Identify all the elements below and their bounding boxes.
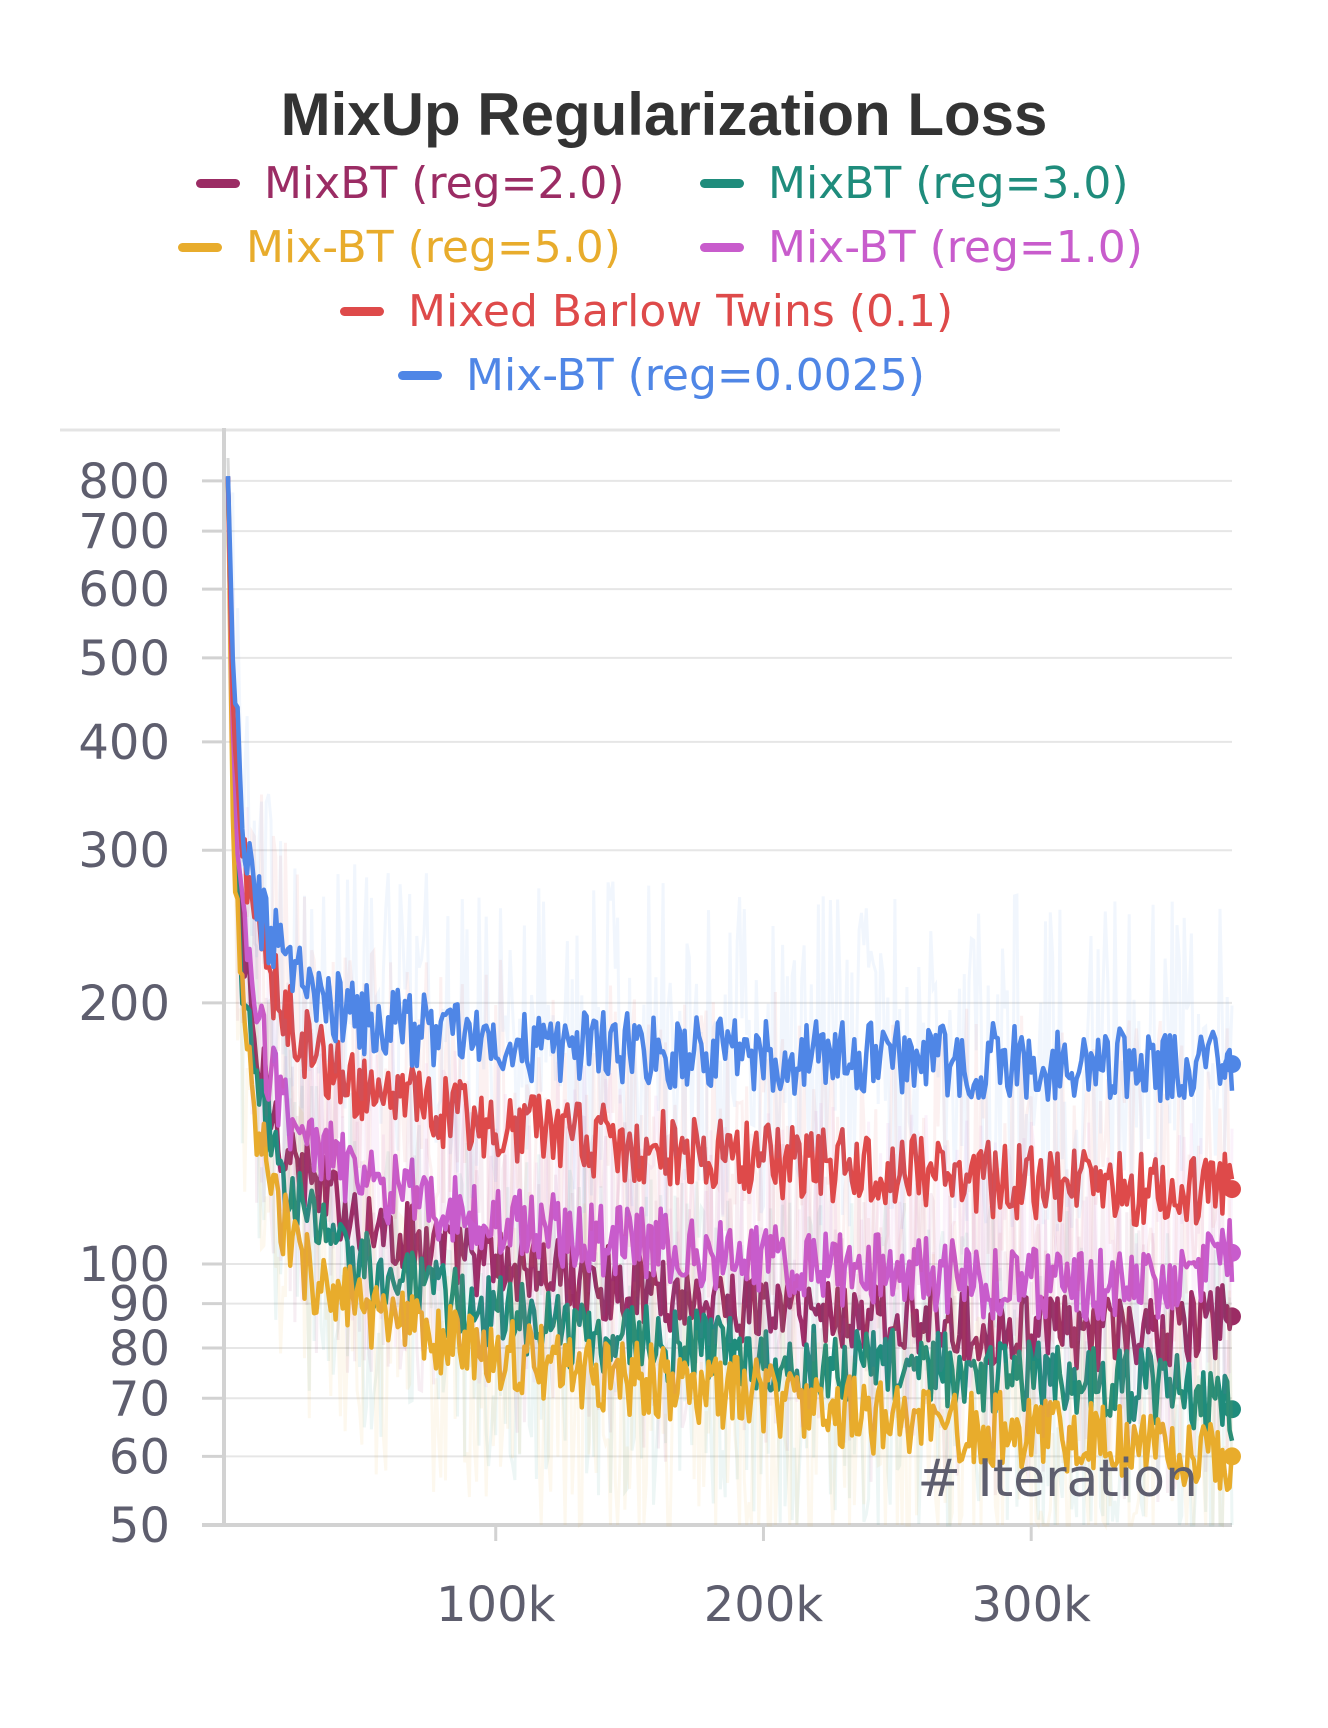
series-mixbt-reg1 [225, 477, 1241, 1449]
axes [202, 428, 1232, 1541]
y-tick-label: 700 [78, 504, 170, 560]
x-tick-label: 300k [971, 1577, 1091, 1633]
y-tick-label: 100 [78, 1237, 170, 1293]
series-raw-line [226, 590, 1234, 1345]
series-end-point[interactable] [1223, 1180, 1241, 1199]
legend-label: Mixed Barlow Twins (0.1) [408, 286, 954, 337]
legend-swatch [398, 371, 442, 380]
y-tick-label: 80 [109, 1321, 170, 1377]
legend-item-mixed-barlow-twins[interactable]: Mixed Barlow Twins (0.1) [340, 286, 953, 337]
series-raw-line [226, 457, 1234, 1232]
legend-label: Mix-BT (reg=1.0) [768, 222, 1143, 273]
series-end-point[interactable] [1223, 1447, 1241, 1466]
series-line [225, 476, 1235, 1228]
y-tick-label: 70 [109, 1371, 170, 1427]
legend-item-mixbt-reg3[interactable]: MixBT (reg=3.0) [700, 158, 1129, 209]
series-layer [225, 457, 1241, 1531]
y-tick-label: 400 [78, 715, 170, 771]
y-tick-label: 90 [109, 1277, 170, 1333]
legend-label: Mix-BT (reg=0.0025) [466, 350, 925, 401]
legend-item-mixbt-reg00025[interactable]: Mix-BT (reg=0.0025) [398, 350, 925, 401]
series-line [225, 477, 1235, 1493]
series-end-point[interactable] [1223, 1400, 1241, 1419]
legend-item-mixbt-reg1[interactable]: Mix-BT (reg=1.0) [700, 222, 1143, 273]
x-tick-label: 200k [704, 1577, 824, 1633]
legend-swatch [340, 307, 384, 316]
legend-item-mixbt-reg5[interactable]: Mix-BT (reg=5.0) [178, 222, 621, 273]
y-tick-label: 60 [109, 1429, 170, 1485]
y-tick-label: 200 [78, 976, 170, 1032]
y-tick-label: 800 [78, 454, 170, 510]
legend-item-mixbt-reg2[interactable]: MixBT (reg=2.0) [196, 158, 625, 209]
legend-swatch [196, 179, 240, 188]
legend-label: Mix-BT (reg=5.0) [246, 222, 621, 273]
legend-label: MixBT (reg=3.0) [768, 158, 1129, 209]
y-tick-label: 50 [109, 1498, 170, 1554]
legend-swatch [178, 243, 222, 252]
x-tick-label: 100k [436, 1577, 556, 1633]
legend-swatch [700, 243, 744, 252]
series-line [225, 476, 1235, 1104]
series-line [225, 478, 1235, 1442]
y-tick-label: 300 [78, 823, 170, 879]
chart-title: MixUp Regularization Loss [280, 81, 1048, 148]
series-line [225, 477, 1235, 1322]
y-tick-label: 600 [78, 562, 170, 618]
series-end-point[interactable] [1223, 1055, 1241, 1074]
series-end-point[interactable] [1223, 1307, 1241, 1326]
x-axis-label: # Iteration [917, 1449, 1198, 1509]
series-end-point[interactable] [1223, 1243, 1241, 1262]
legend-swatch [700, 179, 744, 188]
series-mixbt-reg00025 [225, 457, 1241, 1232]
series-mixed-barlow-twins [225, 476, 1241, 1345]
series-raw-line [226, 522, 1234, 1449]
y-tick-label: 500 [78, 631, 170, 687]
legend-label: MixBT (reg=2.0) [264, 158, 625, 209]
